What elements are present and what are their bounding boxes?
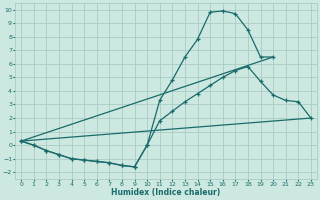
- X-axis label: Humidex (Indice chaleur): Humidex (Indice chaleur): [111, 188, 220, 197]
